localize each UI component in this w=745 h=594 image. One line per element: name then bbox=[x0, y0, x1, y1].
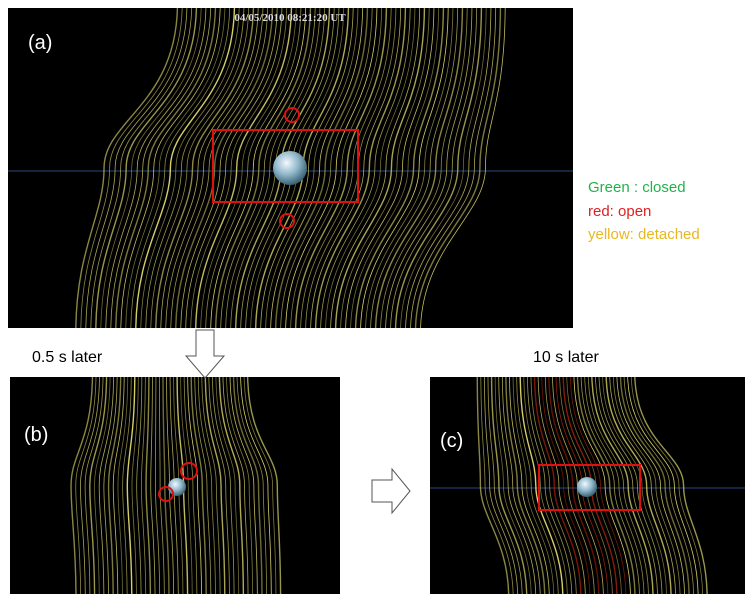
legend-entry: yellow: detached bbox=[588, 226, 700, 243]
caption: 0.5 s later bbox=[32, 349, 103, 366]
earth bbox=[273, 151, 307, 185]
figure: (a) 04/05/2010 08:21:20 UT (b) (c) 0.5 s… bbox=[0, 0, 745, 594]
legend-entry: Green : closed bbox=[588, 179, 686, 196]
earth bbox=[168, 478, 186, 496]
panel-label: (b) bbox=[24, 424, 48, 446]
panel-label: (a) bbox=[28, 32, 52, 54]
right-arrow bbox=[372, 469, 410, 513]
caption: 10 s later bbox=[533, 349, 599, 366]
timestamp: 04/05/2010 08:21:20 UT bbox=[234, 12, 346, 24]
legend-entry: red: open bbox=[588, 203, 651, 220]
earth bbox=[577, 477, 597, 497]
panel-label: (c) bbox=[440, 430, 463, 452]
down-arrow bbox=[186, 330, 224, 378]
